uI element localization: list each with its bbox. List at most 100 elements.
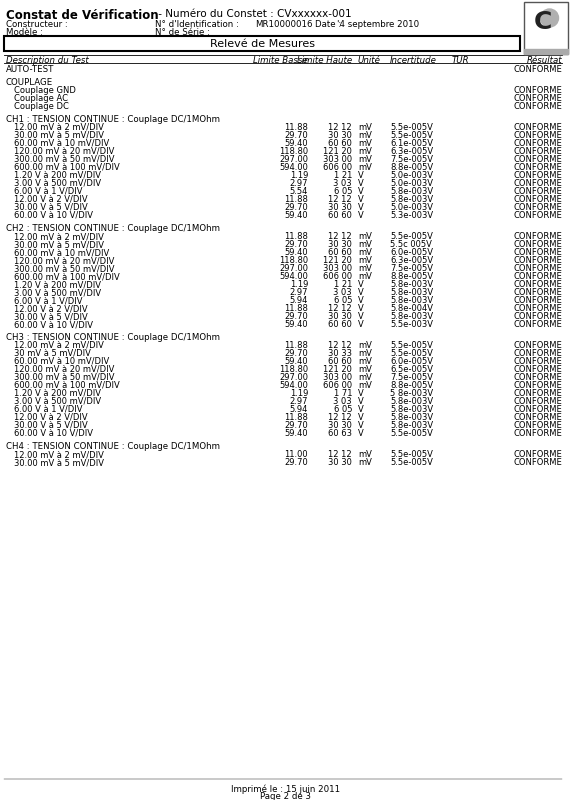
Text: 60 60: 60 60: [328, 248, 352, 257]
Text: 1.19: 1.19: [289, 171, 308, 180]
Text: CONFORME: CONFORME: [513, 131, 562, 140]
Text: 12.00 V à 2 V/DIV: 12.00 V à 2 V/DIV: [14, 195, 88, 204]
Text: CONFORME: CONFORME: [513, 211, 562, 220]
Text: 6.3e-005V: 6.3e-005V: [390, 147, 433, 156]
Text: Constructeur :: Constructeur :: [6, 20, 67, 29]
Text: CONFORME: CONFORME: [513, 240, 562, 249]
Text: 60 63: 60 63: [328, 429, 352, 438]
Text: 5.8e-003V: 5.8e-003V: [390, 296, 433, 305]
Text: 6 05: 6 05: [333, 296, 352, 305]
Text: Unité: Unité: [358, 56, 381, 65]
Text: 1 21: 1 21: [333, 171, 352, 180]
Text: 5.8e-003V: 5.8e-003V: [390, 288, 433, 297]
Text: N° de Série :: N° de Série :: [155, 28, 210, 37]
Text: 30 30: 30 30: [328, 240, 352, 249]
Text: 30 30: 30 30: [328, 131, 352, 140]
Text: 6.1e-005V: 6.1e-005V: [390, 139, 433, 148]
Bar: [524, 2, 568, 54]
Text: 3.00 V à 500 mV/DIV: 3.00 V à 500 mV/DIV: [14, 397, 101, 406]
Text: CONFORME: CONFORME: [513, 421, 562, 430]
Text: V: V: [358, 203, 364, 212]
Text: V: V: [358, 389, 364, 398]
Text: 5.5e-005V: 5.5e-005V: [390, 458, 433, 467]
Text: MR10000016: MR10000016: [255, 20, 312, 29]
Text: mV: mV: [358, 373, 372, 382]
Text: 60.00 V à 10 V/DIV: 60.00 V à 10 V/DIV: [14, 320, 93, 329]
Text: 12 12: 12 12: [328, 304, 352, 313]
Text: V: V: [358, 405, 364, 414]
Text: CONFORME: CONFORME: [513, 405, 562, 414]
Text: CONFORME: CONFORME: [513, 357, 562, 366]
Text: 60 60: 60 60: [328, 211, 352, 220]
Text: 120.00 mV à 20 mV/DIV: 120.00 mV à 20 mV/DIV: [14, 147, 114, 156]
Text: 5.5e-005V: 5.5e-005V: [390, 450, 433, 459]
Text: 121 20: 121 20: [323, 147, 352, 156]
Text: Limite Haute: Limite Haute: [297, 56, 352, 65]
Text: 3.00 V à 500 mV/DIV: 3.00 V à 500 mV/DIV: [14, 288, 101, 297]
Text: mV: mV: [358, 147, 372, 156]
Text: 5.0e-003V: 5.0e-003V: [390, 171, 433, 180]
Text: 5.8e-003V: 5.8e-003V: [390, 187, 433, 196]
Text: mV: mV: [358, 450, 372, 459]
Text: 30 mV à 5 mV/DIV: 30 mV à 5 mV/DIV: [14, 349, 91, 358]
Text: Résultat: Résultat: [526, 56, 562, 65]
Text: 600.00 mV à 100 mV/DIV: 600.00 mV à 100 mV/DIV: [14, 272, 120, 281]
Text: 297.00: 297.00: [279, 264, 308, 273]
Text: 6.00 V à 1 V/DIV: 6.00 V à 1 V/DIV: [14, 405, 82, 414]
Text: Modèle :: Modèle :: [6, 28, 43, 37]
Text: mV: mV: [358, 458, 372, 467]
Text: mV: mV: [358, 365, 372, 374]
Text: 60 60: 60 60: [328, 357, 352, 366]
Text: N° d'Identification :: N° d'Identification :: [155, 20, 239, 29]
Text: CONFORME: CONFORME: [513, 349, 562, 358]
Text: 5.94: 5.94: [289, 405, 308, 414]
Text: mV: mV: [358, 123, 372, 132]
Text: 300.00 mV à 50 mV/DIV: 300.00 mV à 50 mV/DIV: [14, 264, 114, 273]
Text: CONFORME: CONFORME: [513, 256, 562, 265]
Text: CONFORME: CONFORME: [513, 296, 562, 305]
Text: mV: mV: [358, 357, 372, 366]
Text: Limite Basse: Limite Basse: [253, 56, 308, 65]
Text: CONFORME: CONFORME: [513, 429, 562, 438]
Text: V: V: [358, 211, 364, 220]
Text: 7.5e-005V: 7.5e-005V: [390, 155, 433, 164]
Text: CONFORME: CONFORME: [513, 272, 562, 281]
Text: CONFORME: CONFORME: [513, 304, 562, 313]
Text: 30 30: 30 30: [328, 203, 352, 212]
Text: V: V: [358, 304, 364, 313]
Text: V: V: [358, 187, 364, 196]
Text: 30.00 mV à 5 mV/DIV: 30.00 mV à 5 mV/DIV: [14, 131, 104, 140]
Text: 11.00: 11.00: [284, 450, 308, 459]
Text: 11.88: 11.88: [284, 341, 308, 350]
Bar: [524, 49, 568, 54]
Text: 30 30: 30 30: [328, 458, 352, 467]
Text: 30 30: 30 30: [328, 421, 352, 430]
Text: CONFORME: CONFORME: [513, 341, 562, 350]
Text: 60.00 V à 10 V/DIV: 60.00 V à 10 V/DIV: [14, 211, 93, 220]
Text: mV: mV: [358, 341, 372, 350]
Text: 30 33: 30 33: [328, 349, 352, 358]
Text: 5.5e-005V: 5.5e-005V: [390, 131, 433, 140]
Text: 29.70: 29.70: [284, 203, 308, 212]
Text: 1.20 V à 200 mV/DIV: 1.20 V à 200 mV/DIV: [14, 280, 101, 289]
Text: Relevé de Mesures: Relevé de Mesures: [209, 39, 315, 49]
Text: 12 12: 12 12: [328, 413, 352, 422]
Text: 30.00 mV à 5 mV/DIV: 30.00 mV à 5 mV/DIV: [14, 458, 104, 467]
Text: 30.00 V à 5 V/DIV: 30.00 V à 5 V/DIV: [14, 203, 88, 212]
Text: 59.40: 59.40: [284, 248, 308, 257]
Text: 3 03: 3 03: [333, 288, 352, 297]
Text: 60.00 mV à 10 mV/DIV: 60.00 mV à 10 mV/DIV: [14, 357, 109, 366]
Text: 5.5e-005V: 5.5e-005V: [390, 341, 433, 350]
Text: mV: mV: [358, 272, 372, 281]
Text: 29.70: 29.70: [284, 240, 308, 249]
Text: CONFORME: CONFORME: [513, 264, 562, 273]
Text: 59.40: 59.40: [284, 320, 308, 329]
Text: 1.19: 1.19: [289, 280, 308, 289]
Text: 2.97: 2.97: [289, 288, 308, 297]
Text: 3 03: 3 03: [333, 397, 352, 406]
Text: 60 60: 60 60: [328, 139, 352, 148]
Text: 5.8e-003V: 5.8e-003V: [390, 195, 433, 204]
Text: 30.00 mV à 5 mV/DIV: 30.00 mV à 5 mV/DIV: [14, 240, 104, 249]
Text: 60.00 V à 10 V/DIV: 60.00 V à 10 V/DIV: [14, 429, 93, 438]
Text: 12.00 mV à 2 mV/DIV: 12.00 mV à 2 mV/DIV: [14, 123, 104, 132]
